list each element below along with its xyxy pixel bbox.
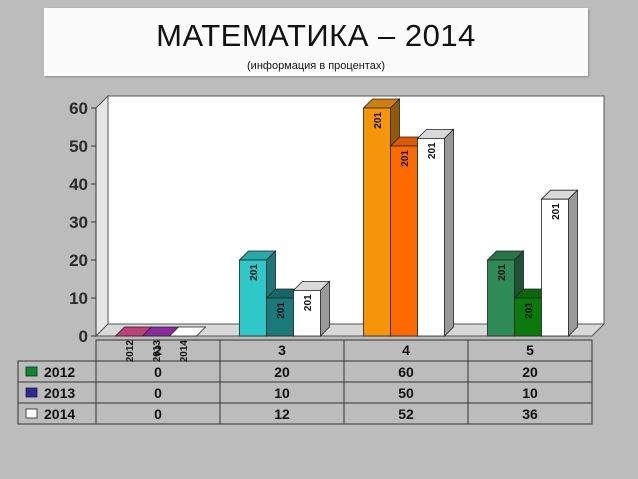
data-label: 201 [427,142,438,159]
legend-swatch [25,408,38,419]
table-cell: 36 [522,406,538,422]
data-label: 2012 [125,340,136,363]
data-label: 201 [551,203,562,220]
x-category-label: 3 [278,342,286,358]
bar-flat [168,326,207,337]
table-cell: 52 [398,406,414,422]
legend-series-name: 2013 [44,385,75,401]
legend-series-name: 2012 [44,364,75,380]
legend-series-name: 2014 [44,406,75,422]
table-cell: 10 [274,385,290,401]
title-box: МАТЕМАТИКА – 2014 (информация в процента… [44,8,588,76]
data-label: 201 [373,112,384,129]
table-cell: 10 [522,385,538,401]
chart-subtitle: (информация в процентах) [247,60,385,72]
bar-2012-3: 201 [238,250,277,337]
table-cell: 0 [154,364,162,380]
legend-swatch [25,366,38,377]
x-category-label: 4 [402,342,410,358]
x-category-label: 5 [526,342,534,358]
bar-2014-3: 201 [292,280,331,337]
bar-front [293,289,321,337]
y-tick-label: 20 [69,251,88,270]
table-cell: 20 [274,364,290,380]
table-cell: 12 [274,406,290,422]
chart-title: МАТЕМАТИКА – 2014 [156,18,476,53]
y-tick-label: 50 [69,137,88,156]
y-tick-label: 10 [69,289,88,308]
table-body [17,360,593,425]
bar-front [514,297,542,337]
bar-side [568,189,578,337]
y-tick-label: 0 [79,327,88,346]
bar-front [266,297,294,337]
data-label: 2013 [152,340,163,363]
bar-2014-5: 201 [540,189,579,337]
bar-front [417,137,445,337]
data-label: 2014 [179,340,190,363]
bar-2014-2: 2014 [168,326,207,363]
bar-front [390,145,418,337]
bar-side [320,280,330,337]
legend-swatch [25,387,38,398]
x-category-label: 2 [154,342,162,358]
y-tick-label: 40 [69,175,88,194]
table-cell: 20 [522,364,538,380]
table-cell: 60 [398,364,414,380]
table-cell: 0 [154,406,162,422]
table-cell: 0 [154,385,162,401]
bar-front [487,259,515,337]
data-label: 201 [524,302,535,319]
bar-side [444,128,454,337]
bar-front [363,107,391,337]
y-tick-label: 30 [69,213,88,232]
bar-front [239,259,267,337]
side-wall [95,94,109,338]
bar-front [541,198,569,337]
data-label: 201 [497,264,508,281]
data-label: 201 [249,264,260,281]
y-tick-label: 60 [69,99,88,118]
data-label: 201 [303,294,314,311]
table-cell: 50 [398,385,414,401]
bar-2014-4: 201 [416,128,455,337]
data-label: 201 [276,302,287,319]
data-label: 201 [400,150,411,167]
